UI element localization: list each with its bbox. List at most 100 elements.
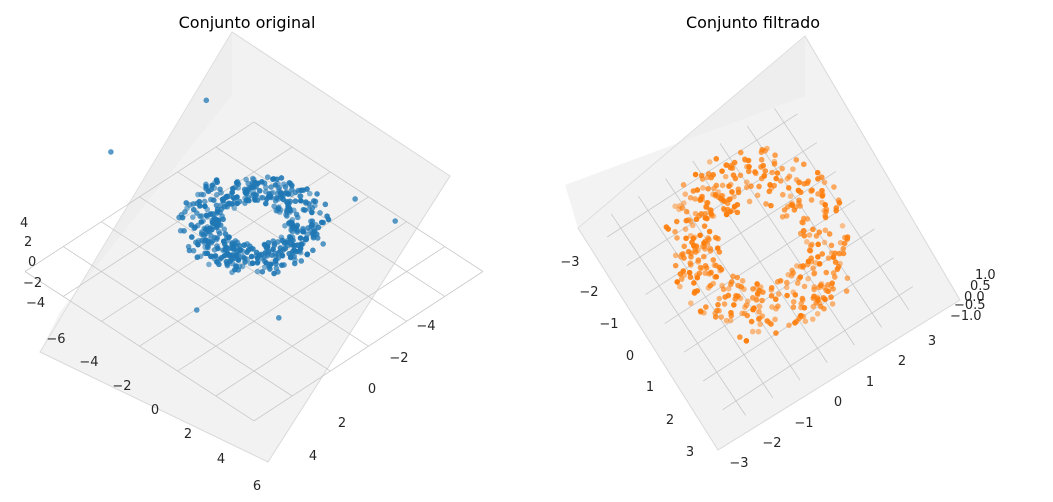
data-point	[317, 210, 323, 216]
data-point	[234, 239, 241, 246]
data-point	[705, 185, 711, 192]
data-point	[190, 206, 197, 213]
data-point	[790, 298, 797, 305]
data-point	[689, 222, 696, 229]
outlier-point	[276, 315, 282, 321]
data-point	[743, 184, 750, 191]
data-point	[821, 305, 827, 312]
data-point	[786, 322, 792, 329]
data-point	[234, 200, 241, 207]
data-point	[823, 287, 830, 294]
z-tick-label: −4	[26, 296, 45, 311]
data-point	[749, 295, 756, 301]
z-tick-label: −1.0	[950, 309, 982, 324]
data-point	[718, 314, 725, 320]
data-point	[775, 291, 782, 297]
data-point	[275, 250, 282, 256]
data-point	[226, 234, 232, 240]
data-point	[806, 232, 813, 238]
data-point	[235, 185, 241, 191]
data-point	[737, 149, 744, 156]
data-point	[247, 243, 253, 249]
data-point	[702, 210, 708, 217]
x-tick-label: 4	[217, 452, 225, 467]
data-point	[687, 274, 694, 280]
data-point	[204, 244, 211, 251]
data-point	[790, 304, 797, 311]
data-point	[755, 316, 762, 322]
data-point	[250, 191, 257, 198]
data-point	[279, 253, 286, 259]
data-point	[297, 193, 304, 199]
x-tick-label: −4	[79, 355, 98, 370]
data-point	[811, 286, 817, 293]
data-point	[771, 158, 778, 165]
data-point	[219, 213, 225, 219]
data-point	[268, 184, 274, 190]
data-point	[757, 321, 763, 328]
data-point	[242, 259, 248, 265]
data-point	[703, 265, 710, 271]
data-point	[708, 269, 714, 276]
data-point	[800, 161, 807, 168]
data-point	[773, 305, 779, 312]
data-point	[701, 253, 707, 260]
data-point	[716, 307, 722, 314]
y-tick-label: 2	[898, 354, 906, 369]
data-point	[292, 198, 299, 205]
data-point	[756, 183, 762, 190]
data-point	[275, 255, 282, 261]
data-point	[737, 172, 744, 179]
data-point	[822, 227, 829, 234]
data-point	[728, 279, 735, 285]
data-point	[741, 286, 747, 292]
data-point	[231, 205, 238, 211]
data-point	[741, 156, 748, 162]
data-point	[210, 220, 217, 227]
data-point	[756, 303, 763, 310]
data-point	[208, 233, 214, 239]
data-point	[195, 239, 201, 246]
data-point	[734, 201, 741, 208]
data-point	[756, 308, 762, 315]
data-point	[779, 165, 785, 172]
z-tick-label: −2	[23, 276, 42, 291]
data-point	[781, 207, 788, 213]
data-point	[203, 230, 209, 237]
data-point	[713, 182, 720, 189]
data-point	[800, 263, 806, 269]
x-tick-label: 2	[666, 413, 674, 428]
data-point	[797, 274, 804, 280]
data-point	[681, 243, 688, 250]
data-point	[823, 269, 830, 276]
data-point	[754, 192, 761, 199]
data-point	[779, 191, 786, 198]
data-point	[760, 289, 766, 295]
data-point	[713, 156, 720, 162]
data-point	[744, 163, 750, 170]
data-point	[769, 169, 775, 176]
data-point	[224, 262, 231, 269]
data-point	[720, 197, 726, 204]
data-point	[218, 189, 224, 196]
data-point	[792, 204, 799, 210]
data-point	[225, 245, 231, 252]
y-tick-label: −4	[416, 319, 435, 334]
y-tick-label: 3	[928, 334, 936, 349]
data-point	[715, 235, 721, 242]
z-tick-label: 2	[24, 235, 32, 250]
data-point	[790, 166, 796, 172]
data-point	[816, 229, 823, 235]
data-point	[739, 310, 745, 317]
data-point	[839, 222, 846, 229]
data-point	[844, 275, 851, 281]
x-axis-ticks: −3 −2 −1 0 1 2 3	[560, 255, 694, 460]
data-point	[715, 301, 721, 308]
data-point	[748, 318, 755, 325]
data-point	[758, 149, 765, 155]
data-point	[686, 269, 693, 276]
data-point	[308, 223, 315, 229]
data-point	[275, 239, 281, 245]
z-axis-ticks: 1.0 0.5 0.0 −0.5 −1.0	[950, 268, 996, 324]
data-point	[229, 269, 235, 276]
